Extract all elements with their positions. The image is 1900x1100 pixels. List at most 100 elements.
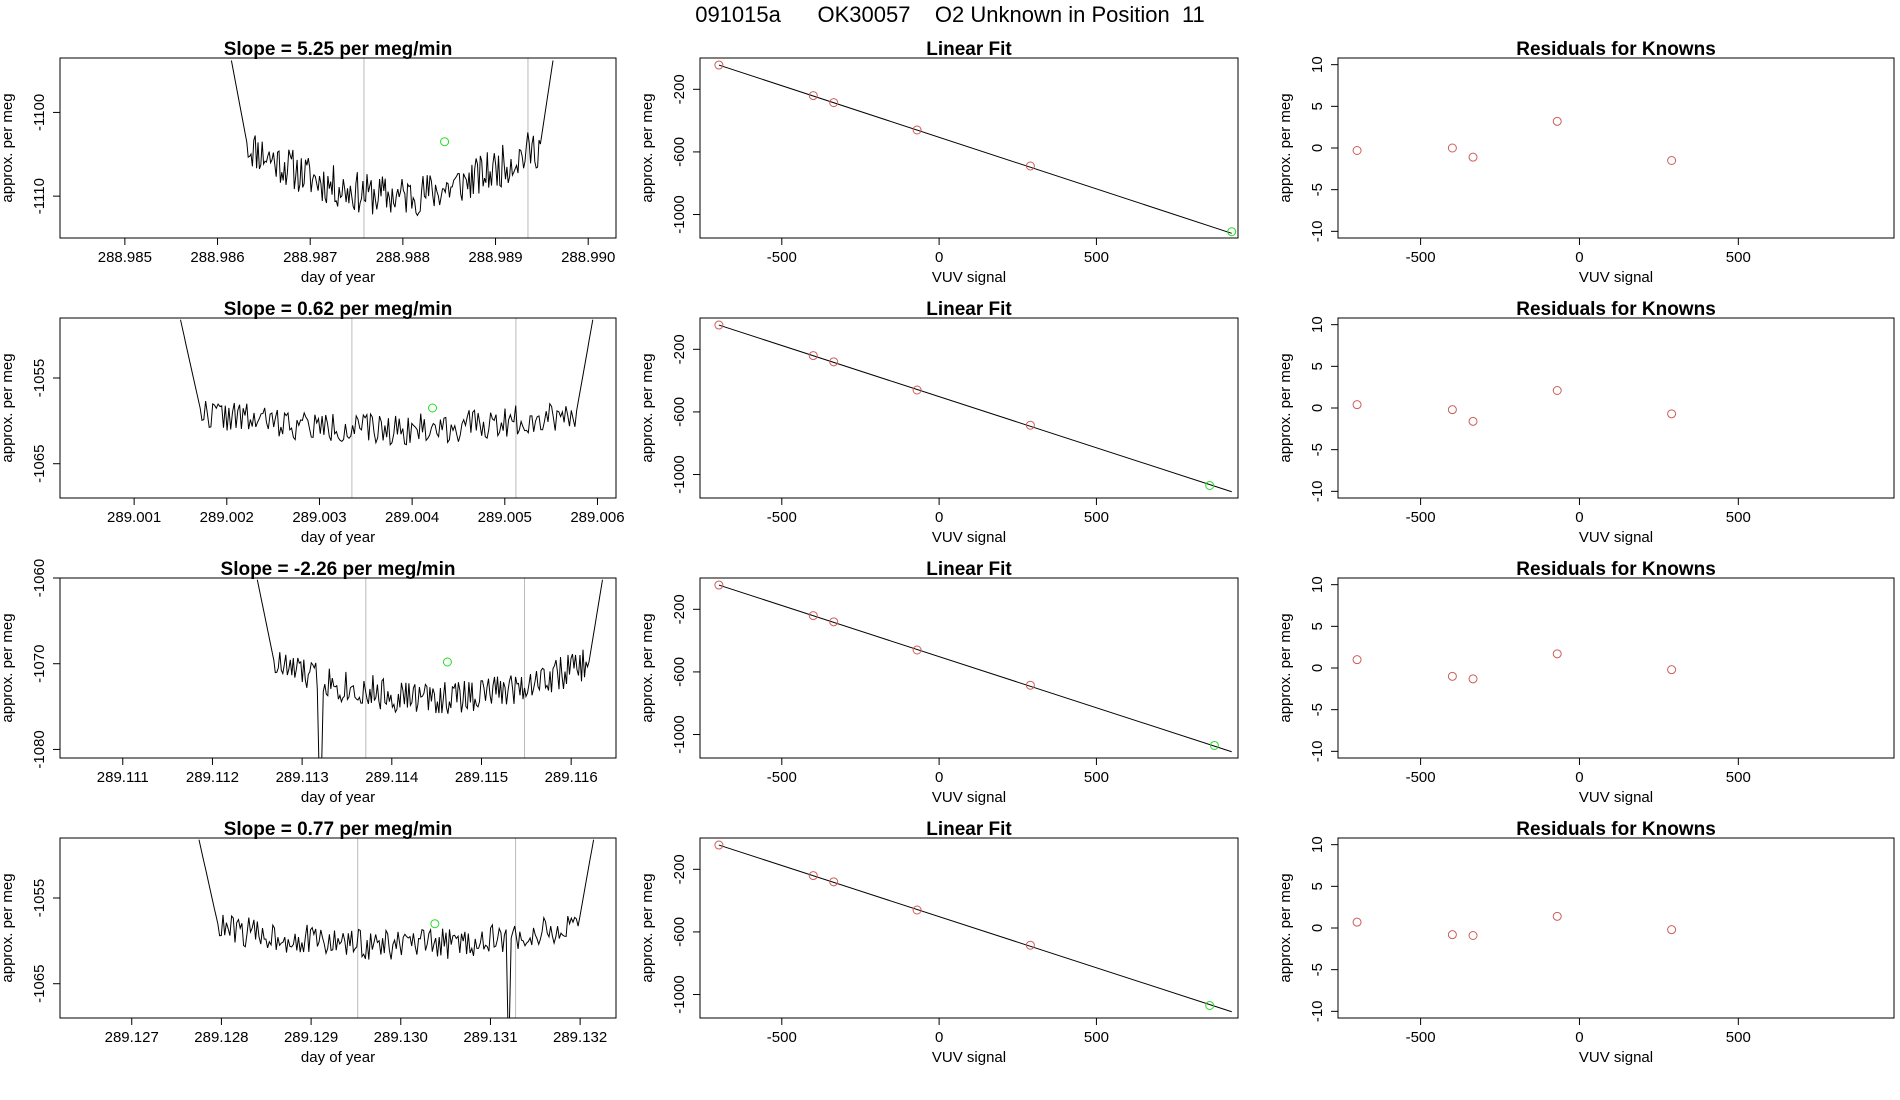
plot-frame	[59, 837, 617, 1019]
residual-point	[1667, 665, 1677, 675]
y-tick-label: -600	[671, 137, 688, 167]
plot-area	[1352, 911, 1677, 940]
panel-2-1: Linear Fit VUV signal approx. per meg -500 0…	[639, 559, 1239, 806]
x-tick-label: 289.132	[553, 1029, 607, 1046]
known-point	[714, 580, 724, 590]
known-point	[1025, 680, 1035, 690]
unknown-mean-point	[428, 403, 438, 413]
known-point	[714, 320, 724, 330]
x-tick-label: 289.111	[97, 769, 149, 786]
panel-2-2: Residuals for Knowns VUV signal approx. pe…	[1277, 559, 1895, 806]
y-tick-label: -600	[671, 917, 688, 947]
y-tick-label: -600	[671, 397, 688, 427]
panel-title: Linear Fit	[926, 299, 1012, 320]
panel-0-0: Slope = 5.25 per meg/min day of year appro…	[0, 39, 617, 286]
x-tick-label: 500	[1726, 509, 1751, 526]
signal-trace	[230, 60, 554, 217]
residual-point	[1447, 930, 1457, 940]
y-tick-label: 0	[1309, 924, 1326, 932]
unknown-mean-point	[440, 137, 450, 147]
y-tick-label: -1000	[671, 455, 688, 493]
y-tick-label: -1070	[31, 645, 48, 683]
y-axis-label: approx. per meg	[0, 613, 16, 722]
panel-1-0: Slope = 0.62 per meg/min day of year appro…	[0, 299, 625, 546]
panel-0-2: Residuals for Knowns VUV signal approx. pe…	[1277, 39, 1895, 286]
y-axis-label: approx. per meg	[1277, 93, 1294, 202]
x-tick-label: 0	[935, 249, 943, 266]
y-tick-label: 0	[1309, 404, 1326, 412]
x-tick-label: 289.127	[105, 1029, 159, 1046]
residual-point	[1447, 143, 1457, 153]
y-tick-label: -10	[1309, 740, 1326, 762]
x-axis-label: day of year	[301, 789, 375, 806]
y-axis-label: approx. per meg	[1277, 873, 1294, 982]
y-tick-label: -200	[671, 74, 688, 104]
x-tick-label: -500	[1406, 509, 1436, 526]
known-point	[714, 60, 724, 70]
unknown-point	[1209, 740, 1219, 750]
x-tick-label: 0	[935, 509, 943, 526]
x-tick-label: 0	[1575, 1029, 1583, 1046]
y-axis-label: approx. per meg	[0, 93, 16, 202]
y-tick-label: 5	[1309, 882, 1326, 890]
x-axis-label: day of year	[301, 1049, 375, 1066]
residual-point	[1352, 917, 1362, 927]
y-tick-label: -10	[1309, 480, 1326, 502]
plot-area	[1352, 649, 1677, 684]
plot-area	[180, 318, 594, 498]
x-tick-label: 289.005	[478, 509, 532, 526]
panel-title: Slope = 0.62 per meg/min	[224, 299, 453, 320]
residual-point	[1352, 655, 1362, 665]
x-tick-label: 288.985	[98, 249, 152, 266]
x-tick-label: -500	[767, 769, 797, 786]
x-tick-label: 288.988	[376, 249, 430, 266]
signal-trace	[198, 839, 595, 1018]
y-tick-label: -1110	[31, 178, 48, 214]
unknown-point	[1205, 480, 1215, 490]
known-point	[829, 98, 839, 108]
x-axis-label: VUV signal	[932, 269, 1006, 286]
x-tick-label: 288.990	[561, 249, 615, 266]
panel-title: Slope = 5.25 per meg/min	[224, 39, 453, 60]
unknown-mean-point	[442, 657, 452, 667]
x-axis-label: VUV signal	[1579, 269, 1653, 286]
y-tick-label: 10	[1309, 836, 1326, 853]
x-tick-label: -500	[1406, 1029, 1436, 1046]
y-tick-label: 10	[1309, 56, 1326, 73]
residual-point	[1552, 649, 1562, 659]
y-tick-label: 0	[1309, 144, 1326, 152]
signal-trace	[256, 579, 603, 758]
y-tick-label: -1055	[31, 879, 48, 917]
page-title: 091015a OK30057 O2 Unknown in Position 1…	[695, 2, 1205, 27]
y-axis-label: approx. per meg	[639, 353, 656, 462]
y-tick-label: -5	[1309, 703, 1326, 716]
y-tick-label: 5	[1309, 102, 1326, 110]
x-tick-label: -500	[767, 1029, 797, 1046]
plot-area	[1352, 386, 1677, 426]
y-axis-label: approx. per meg	[0, 353, 16, 462]
x-tick-label: 289.004	[385, 509, 439, 526]
fit-line	[718, 584, 1232, 753]
x-tick-label: 289.128	[194, 1029, 248, 1046]
plot-area	[714, 60, 1237, 237]
unknown-mean-point	[430, 919, 440, 929]
x-tick-label: 500	[1726, 249, 1751, 266]
panel-1-2: Residuals for Knowns VUV signal approx. pe…	[1277, 299, 1895, 546]
fit-line	[718, 64, 1232, 234]
x-tick-label: -500	[767, 249, 797, 266]
x-tick-label: 500	[1084, 509, 1109, 526]
plot-area	[714, 840, 1232, 1013]
panel-2-0: Slope = -2.26 per meg/min day of year appr…	[0, 559, 617, 806]
known-point	[912, 385, 922, 395]
y-tick-label: -1065	[31, 445, 48, 483]
panel-title: Slope = -2.26 per meg/min	[221, 559, 456, 580]
panel-3-2: Residuals for Knowns VUV signal approx. pe…	[1277, 819, 1895, 1066]
x-axis-label: day of year	[301, 269, 375, 286]
x-tick-label: 0	[935, 769, 943, 786]
known-point	[808, 91, 818, 101]
x-tick-label: 289.112	[186, 769, 239, 786]
y-tick-label: 0	[1309, 664, 1326, 672]
y-tick-label: -1100	[31, 94, 48, 131]
y-axis-label: approx. per meg	[639, 873, 656, 982]
x-tick-label: 289.131	[463, 1029, 517, 1046]
